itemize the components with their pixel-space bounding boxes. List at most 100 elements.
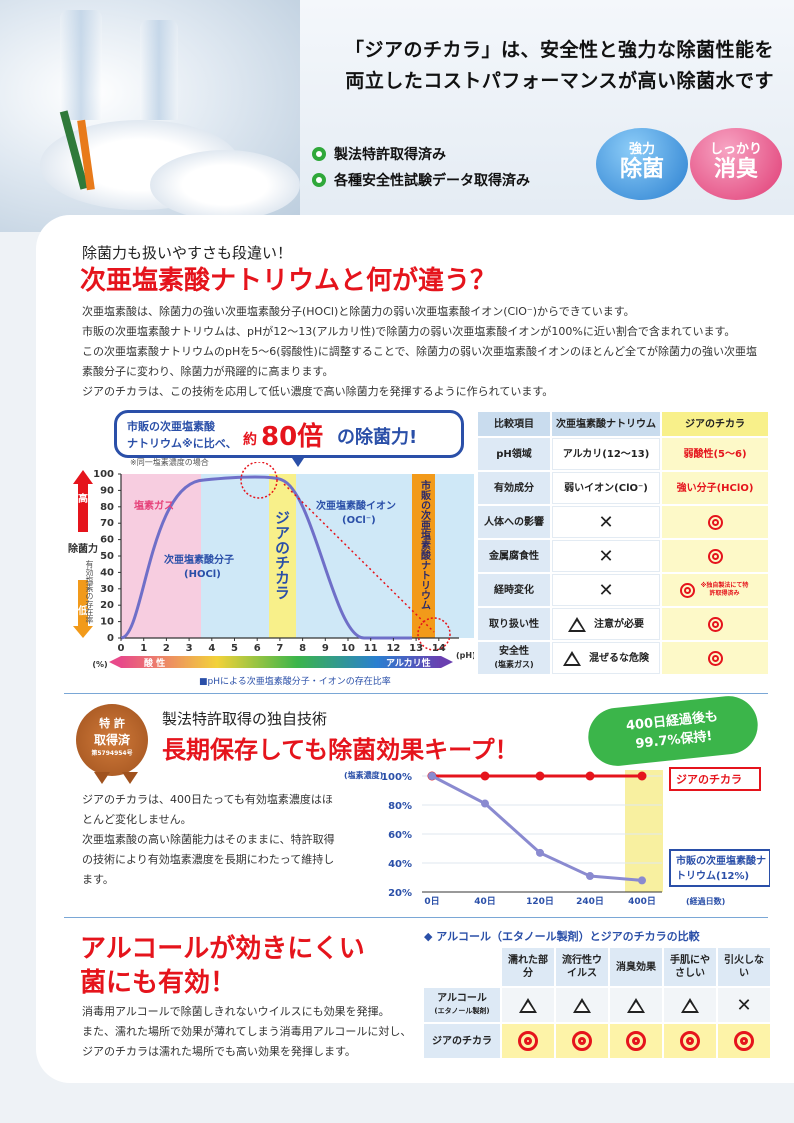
check-item: 製法特許取得済み [312,144,446,164]
section2-title: 長期保存しても除菌効果キープ！ [162,736,519,764]
x-tick-label: 12 [386,643,400,654]
market-point [536,848,544,857]
table-row-label: pH領域 [478,438,550,470]
y-tick-label: 50 [100,551,114,562]
arrow-left-icon [109,656,121,668]
high-arrow [78,482,88,532]
y-tick-label: 0 [107,633,114,644]
highlight-400 [625,770,663,892]
alcohol-table: 濡れた部分 流行性ウイルス 消臭効果 手肌にやさしい 引火しない アルコール (エタノール製… [424,948,770,1060]
alcohol-cell [610,988,662,1022]
hocl-curve [120,475,412,640]
double-circle-icon [707,616,723,632]
y-tick-label: 60 [100,535,114,546]
table-cell-sodium: 混ぜるな危険 [552,642,660,674]
section-divider [64,917,768,918]
table-cell-sodium: ✕ [552,574,660,606]
graph-note: ※同一塩素濃度の場合 [130,458,209,467]
market-point [428,772,436,780]
table-row-label: 有効成分 [478,472,550,504]
alcohol-table-header: 手肌にやさしい [664,948,716,986]
hero-banner: 「ジアのチカラ」は、安全性と強力な除菌性能を 両立したコストパフォーマンスが高い… [0,0,794,232]
x-tick-label: 7 [276,643,283,654]
ret-x-tick: 120日 [526,896,554,907]
alcohol-cell [502,988,554,1022]
market-point [586,872,594,881]
gas-label: 塩素ガス [134,499,174,512]
cross-icon: ✕ [598,545,614,567]
alcohol-table-title: ◆ アルコール（エタノール製剤）とジアのチカラの比較 [424,930,700,943]
alcohol-table-header: 引火しない [718,948,770,986]
ret-x-tick: 240日 [576,896,604,907]
hocl-label: 次亜塩素酸分子 [164,553,234,566]
alcohol-table-header: 消臭効果 [610,948,662,986]
arrow-up-icon [73,470,93,484]
glass-image [140,20,178,120]
x-tick-label: 8 [299,643,306,654]
table-row-label: 人体への影響 [478,506,550,538]
dotted-connector [283,483,435,633]
market-band [412,474,435,638]
table-setting-photo [0,0,300,232]
alcohol-cell [556,1024,608,1058]
market-series-label-2: トリウム(12%) [676,870,749,882]
glass-image [60,10,102,120]
arrow-right-icon [441,656,453,668]
triangle-icon [627,997,645,1013]
zia-series-box [669,767,761,791]
x-tick-label: 10 [341,643,355,654]
double-circle-icon [707,548,723,564]
market-point [638,876,646,885]
section2-kicker: 製法特許取得の独自技術 [162,710,328,728]
market-series-label-1: 市販の次亜塩素酸ナ [676,854,766,867]
alcohol-table-header: 流行性ウイルス [556,948,608,986]
graph-caption: ■pHによる次亜塩素酸分子・イオンの存在比率 [199,675,391,687]
triangle-icon [568,616,586,632]
table-header: 比較項目 [478,412,550,436]
zia-point [480,771,490,781]
badge-strong-sterilization: 強力 除菌 [596,128,688,200]
x-tick-label: 2 [163,643,170,654]
seal-ribbon [94,772,110,784]
ph-gradient-bar [121,656,441,668]
y-tick-label: 90 [100,485,114,496]
table-row-label: 経時変化 [478,574,550,606]
peak-circle [240,462,278,499]
seal-ribbon [122,772,138,784]
alcohol-cell [664,1024,716,1058]
alkali-label: アルカリ性 [386,657,431,669]
x-tick-label: 0 [118,643,125,654]
ret-y-tick: 80% [388,801,412,812]
arrow-down-icon [73,626,93,638]
section3-title-1: アルコールが効きにくい [80,934,365,964]
x-tick-label: 6 [254,643,261,654]
check-circle-icon [312,173,326,187]
ret-xlabel: (経過日数) [686,896,725,906]
check-item: 各種安全性試験データ取得済み [312,170,530,190]
table-cell-zia: ※独自製法にて特許取得済み [662,574,768,606]
alcohol-cell [610,1024,662,1058]
y-tick-label: 20 [100,600,114,611]
callout-box: 市販の次亜塩素酸 ナトリウム※に比べ、 約 80倍 の除菌力! [114,410,464,458]
y-tick-label: 80 [100,502,114,513]
table-header: ジアのチカラ [662,412,768,436]
y-tick-label: 10 [100,617,114,628]
section1-kicker: 除菌力も扱いやすさも段違い！ [82,244,293,262]
double-circle-icon [707,514,723,530]
ret-y-tick: 20% [388,888,412,899]
ret-x-tick: 400日 [628,896,656,907]
double-circle-icon [518,1031,538,1051]
triangle-icon [573,997,591,1013]
section3-title-2: 菌にも有効！ [80,968,237,998]
cross-icon: ✕ [736,994,752,1016]
x-tick-label: 9 [322,643,329,654]
double-circle-icon [679,582,695,598]
market-band-label: 市販の次亜塩素酸ナトリウム [419,479,431,610]
alcohol-cell [556,988,608,1022]
badge-deodorize: しっかり 消臭 [690,128,782,200]
market-series-box [669,849,770,887]
y-tick-label: 70 [100,518,114,529]
section3-body: 消毒用アルコールで除菌しきれないウイルスにも効果を発揮。 また、濡れた場所で効果… [82,1005,412,1058]
alcohol-cell [502,1024,554,1058]
